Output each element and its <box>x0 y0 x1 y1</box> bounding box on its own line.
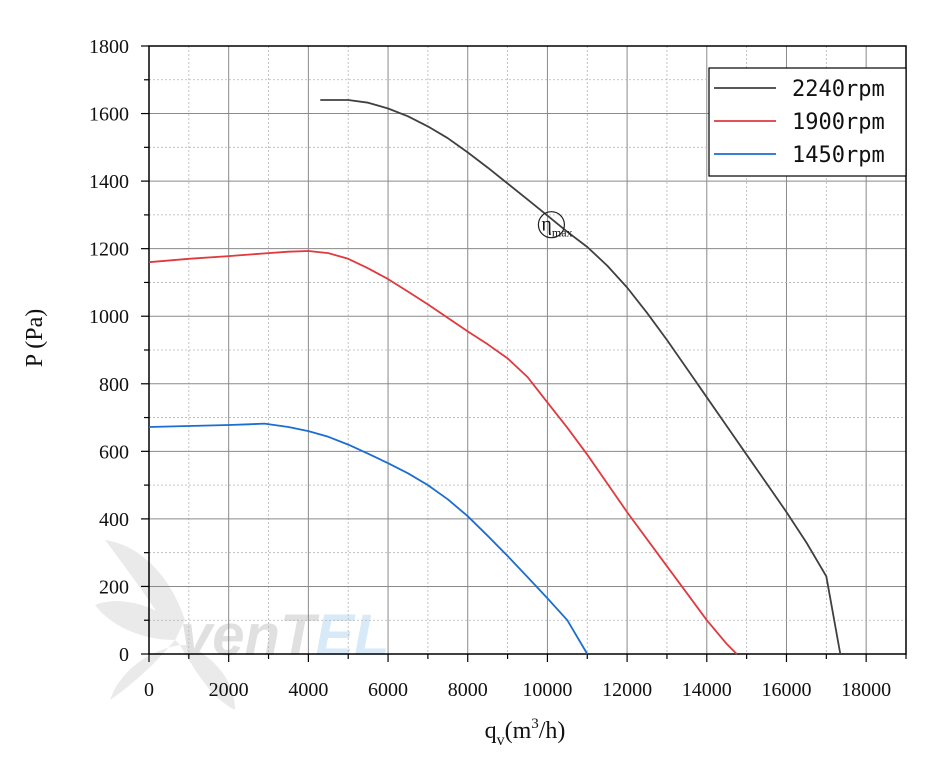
series-lines <box>148 99 842 655</box>
x-axis-unit-open: (m <box>505 718 532 744</box>
y-axis-title: P (Pa) <box>22 309 48 367</box>
y-tick-label: 200 <box>99 576 129 598</box>
x-axis-base: q <box>485 718 497 744</box>
eta-max-marker <box>537 211 566 239</box>
series-line-1900rpm <box>148 250 738 655</box>
x-tick-label: 4000 <box>288 679 328 701</box>
series-line-1450rpm <box>148 422 589 655</box>
y-tick-label: 1800 <box>89 36 129 58</box>
x-axis-sub: v <box>497 732 505 749</box>
watermark-fan-icon <box>95 540 235 710</box>
x-axis-unit-sup: 3 <box>531 716 539 732</box>
legend-label: 1900rpm <box>792 110 885 135</box>
x-tick-label: 16000 <box>761 679 811 701</box>
y-tick-label: 400 <box>99 509 129 531</box>
x-tick-label: 8000 <box>448 679 488 701</box>
axis-ticks: 0 2000 4000 6000 8000 10000 12000 14000 16000 180… <box>89 36 907 701</box>
legend-box <box>708 67 907 177</box>
eta-subscript: max <box>552 226 573 240</box>
x-tick-label: 12000 <box>602 679 652 701</box>
series-line-2240rpm <box>320 99 842 655</box>
legend-label: 1450rpm <box>792 143 885 168</box>
x-tick-label: 2000 <box>209 679 249 701</box>
eta-symbol: η <box>541 214 551 236</box>
x-tick-label: 14000 <box>682 679 732 701</box>
legend: 2240rpm 1900rpm 1450rpm <box>708 67 907 177</box>
x-axis-unit-close: /h) <box>539 718 566 744</box>
x-tick-label: 18000 <box>841 679 891 701</box>
y-tick-label: 1000 <box>89 306 129 328</box>
y-tick-label: 800 <box>99 374 129 396</box>
y-tick-label: 1600 <box>89 104 129 126</box>
x-tick-label: 10000 <box>522 679 572 701</box>
grid <box>149 46 906 654</box>
x-tick-label: 6000 <box>368 679 408 701</box>
y-tick-label: 600 <box>99 441 129 463</box>
y-tick-label: 1200 <box>89 239 129 261</box>
watermark: venTEL <box>95 540 390 710</box>
watermark-brand-main: venT <box>180 603 320 668</box>
x-tick-label: 0 <box>144 679 154 701</box>
watermark-brand: venTEL <box>180 603 390 668</box>
y-tick-label: 1400 <box>89 171 129 193</box>
eta-max-annotation: ηmax <box>537 211 573 240</box>
x-axis-title: qv(m3/h) <box>485 716 566 749</box>
y-tick-label: 0 <box>119 644 129 666</box>
eta-max-label: ηmax <box>541 214 572 240</box>
legend-label: 2240rpm <box>792 77 885 102</box>
watermark-brand-accent: EL <box>315 603 389 668</box>
